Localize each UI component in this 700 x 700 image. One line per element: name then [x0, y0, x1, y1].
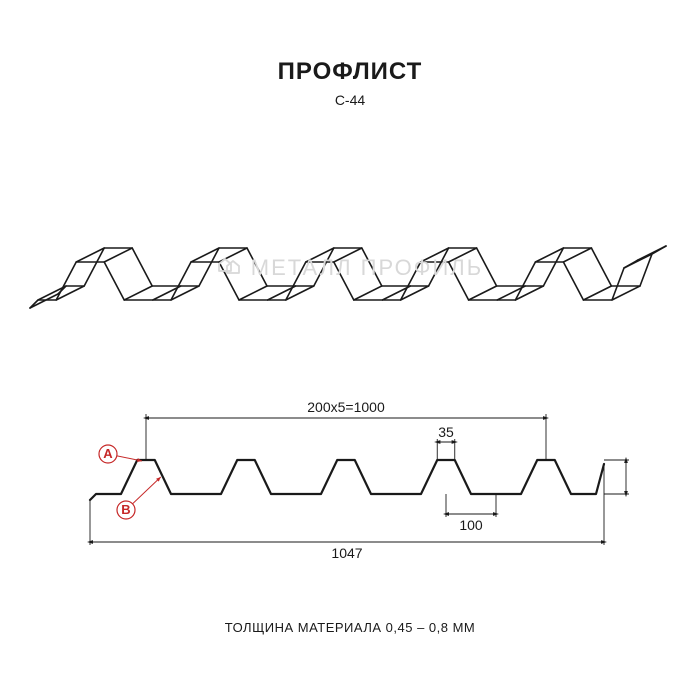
svg-text:200х5=1000: 200х5=1000 [307, 399, 385, 415]
isometric-drawing [20, 150, 680, 330]
svg-text:A: A [103, 446, 113, 461]
svg-text:B: B [121, 502, 130, 517]
svg-text:35: 35 [438, 424, 454, 440]
page-title: ПРОФЛИСТ [0, 58, 700, 86]
svg-text:1047: 1047 [331, 545, 362, 561]
model-code: С-44 [0, 92, 700, 108]
svg-text:100: 100 [459, 517, 483, 533]
cross-section-drawing: AB 200х5=100035100104744 [60, 370, 640, 570]
page: ПРОФЛИСТ С-44 МЕТАЛЛ ПРОФИЛЬ [0, 0, 700, 700]
material-thickness-label: ТОЛЩИНА МАТЕРИАЛА 0,45 – 0,8 ММ [0, 620, 700, 635]
